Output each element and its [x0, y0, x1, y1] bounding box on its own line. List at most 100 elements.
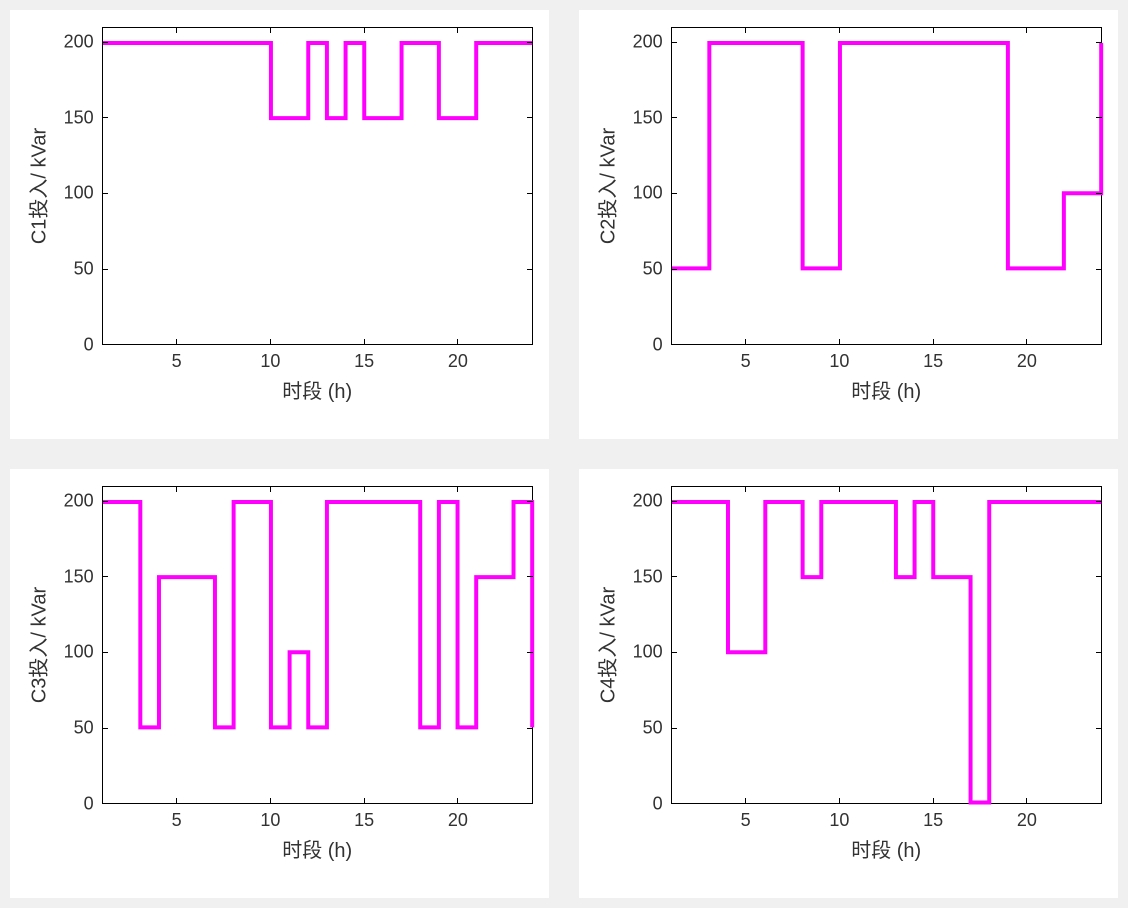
xtick-mark: [839, 339, 840, 345]
xtick-label: 15: [354, 810, 374, 831]
xtick-mark-top: [745, 27, 746, 33]
ytick-mark-right: [1096, 803, 1102, 804]
xlabel: 时段 (h): [851, 834, 921, 863]
ytick-label: 100: [64, 183, 94, 204]
xtick-label: 10: [829, 351, 849, 372]
xlabel: 时段 (h): [282, 834, 352, 863]
ytick-label: 200: [633, 32, 663, 53]
ytick-label: 100: [64, 642, 94, 663]
ytick-label: 150: [64, 566, 94, 587]
ytick-label: 50: [74, 259, 94, 280]
xtick-mark: [1026, 339, 1027, 345]
xtick-label: 15: [923, 351, 943, 372]
ytick-mark-right: [1096, 652, 1102, 653]
xtick-mark-top: [270, 486, 271, 492]
xtick-mark: [364, 339, 365, 345]
xtick-label: 5: [172, 351, 182, 372]
ytick-label: 50: [74, 718, 94, 739]
xtick-mark: [745, 798, 746, 804]
xtick-mark: [745, 339, 746, 345]
xtick-label: 10: [829, 810, 849, 831]
xtick-mark-top: [176, 27, 177, 33]
ytick-mark: [671, 576, 677, 577]
ytick-mark: [671, 728, 677, 729]
ytick-mark-right: [1096, 42, 1102, 43]
panel-c4: 5101520050100150200时段 (h)C4投入/ kVar: [579, 469, 1118, 898]
ytick-mark-right: [527, 42, 533, 43]
xtick-mark: [270, 339, 271, 345]
ytick-label: 100: [633, 183, 663, 204]
xtick-mark: [839, 798, 840, 804]
xtick-mark-top: [457, 27, 458, 33]
step-line: [672, 28, 1101, 343]
ytick-mark: [102, 344, 108, 345]
ytick-label: 0: [653, 334, 663, 355]
ytick-mark: [102, 117, 108, 118]
ytick-label: 150: [633, 107, 663, 128]
ytick-mark: [102, 728, 108, 729]
ytick-label: 50: [643, 259, 663, 280]
ytick-mark-right: [1096, 193, 1102, 194]
ytick-mark: [671, 193, 677, 194]
ylabel: C2投入/ kVar: [591, 128, 620, 244]
ytick-mark: [671, 42, 677, 43]
panel-c2: 5101520050100150200时段 (h)C2投入/ kVar: [579, 10, 1118, 439]
ytick-label: 200: [64, 491, 94, 512]
ytick-mark: [102, 42, 108, 43]
ytick-mark: [671, 501, 677, 502]
ytick-mark: [102, 269, 108, 270]
step-line: [672, 487, 1101, 802]
ytick-mark-right: [1096, 576, 1102, 577]
ytick-mark: [102, 803, 108, 804]
xtick-label: 20: [448, 810, 468, 831]
xtick-label: 20: [1017, 351, 1037, 372]
plot-area: [102, 27, 533, 344]
ytick-mark-right: [527, 193, 533, 194]
ytick-mark-right: [527, 652, 533, 653]
ytick-mark: [671, 269, 677, 270]
ytick-label: 50: [643, 718, 663, 739]
xtick-mark: [933, 339, 934, 345]
ylabel: C4投入/ kVar: [591, 587, 620, 703]
ytick-mark-right: [1096, 269, 1102, 270]
xtick-label: 20: [448, 351, 468, 372]
ytick-mark-right: [527, 501, 533, 502]
xtick-mark: [176, 798, 177, 804]
xtick-mark-top: [839, 486, 840, 492]
panel-c1: 5101520050100150200时段 (h)C1投入/ kVar: [10, 10, 549, 439]
xtick-mark-top: [176, 486, 177, 492]
xtick-mark-top: [745, 486, 746, 492]
xlabel: 时段 (h): [282, 375, 352, 404]
ytick-mark: [671, 117, 677, 118]
ytick-label: 200: [633, 491, 663, 512]
xtick-mark-top: [364, 486, 365, 492]
plot-area: [102, 486, 533, 803]
xtick-mark-top: [364, 27, 365, 33]
xtick-mark-top: [1026, 27, 1027, 33]
panel-c3: 5101520050100150200时段 (h)C3投入/ kVar: [10, 469, 549, 898]
xtick-mark-top: [1026, 486, 1027, 492]
ytick-mark: [671, 344, 677, 345]
ytick-mark-right: [1096, 501, 1102, 502]
ytick-mark-right: [527, 728, 533, 729]
ytick-label: 0: [84, 334, 94, 355]
ytick-mark-right: [527, 117, 533, 118]
ytick-mark: [102, 193, 108, 194]
xtick-label: 15: [354, 351, 374, 372]
ytick-mark-right: [527, 344, 533, 345]
xtick-mark-top: [270, 27, 271, 33]
plot-area: [671, 27, 1102, 344]
xtick-mark: [457, 339, 458, 345]
ytick-mark: [102, 576, 108, 577]
ytick-mark: [102, 501, 108, 502]
ytick-mark-right: [1096, 728, 1102, 729]
ytick-label: 150: [64, 107, 94, 128]
subplot-grid: 5101520050100150200时段 (h)C1投入/ kVar 5101…: [10, 10, 1118, 898]
step-line: [103, 487, 532, 802]
ylabel: C1投入/ kVar: [22, 128, 51, 244]
ytick-mark: [102, 652, 108, 653]
xtick-label: 10: [260, 810, 280, 831]
xtick-mark: [457, 798, 458, 804]
ytick-mark-right: [1096, 117, 1102, 118]
xtick-mark-top: [839, 27, 840, 33]
